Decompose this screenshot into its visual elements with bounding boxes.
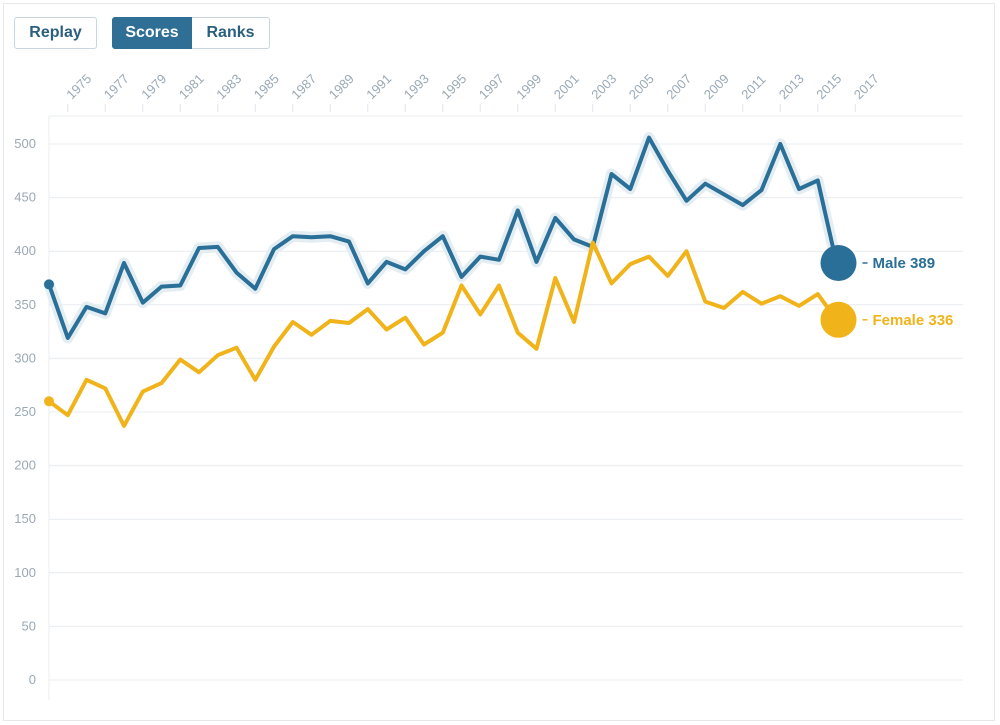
x-tick-label: 2015 [813,71,844,102]
x-tick-label: 1983 [213,71,244,102]
female-series-line [47,240,839,428]
male-series-line [47,135,839,340]
male-start-point [44,279,54,290]
male-end-marker [820,244,857,281]
female-end-marker [820,301,857,338]
y-tick-label: 50 [22,618,36,633]
x-tick-label: 2011 [738,72,768,102]
x-tick-label: 1997 [476,71,507,102]
x-tick-label: 1987 [288,71,319,102]
x-tick-label: 1981 [176,71,207,102]
scores-toggle-button[interactable]: Scores [112,17,192,49]
y-tick-label: 250 [14,404,36,419]
male-end-label: Male 389 [873,255,936,272]
y-tick-label: 0 [29,672,36,687]
x-tick-label: 2017 [851,71,882,102]
x-tick-label: 2013 [776,71,807,102]
y-tick-label: 150 [14,511,36,526]
x-tick-label: 1995 [438,71,469,102]
y-tick-label: 450 [14,190,36,205]
chart-frame [3,3,995,721]
x-tick-label: 1989 [326,71,357,102]
x-tick-label: 1977 [101,71,132,102]
y-tick-label: 500 [14,136,36,151]
x-tick-label: 1979 [138,71,169,102]
female-end-label: Female 336 [873,312,954,329]
x-tick-label: 1999 [513,71,544,102]
y-tick-label: 100 [14,565,36,580]
x-tick-label: 1985 [251,71,282,102]
replay-button[interactable]: Replay [14,17,97,49]
female-start-point [44,396,54,407]
x-tick-label: 2007 [663,71,694,102]
x-tick-label: 1991 [363,71,394,102]
y-tick-label: 200 [14,458,36,473]
x-tick-label: 2005 [626,71,657,102]
ranks-toggle-button[interactable]: Ranks [192,17,270,49]
x-tick-label: 1975 [63,71,94,102]
x-tick-label: 2001 [551,71,582,102]
y-tick-label: 350 [14,297,36,312]
x-tick-label: 2009 [701,71,732,102]
x-tick-label: 2003 [588,71,619,102]
y-tick-label: 300 [14,350,36,365]
y-tick-label: 400 [14,243,36,258]
x-tick-label: 1993 [401,71,432,102]
